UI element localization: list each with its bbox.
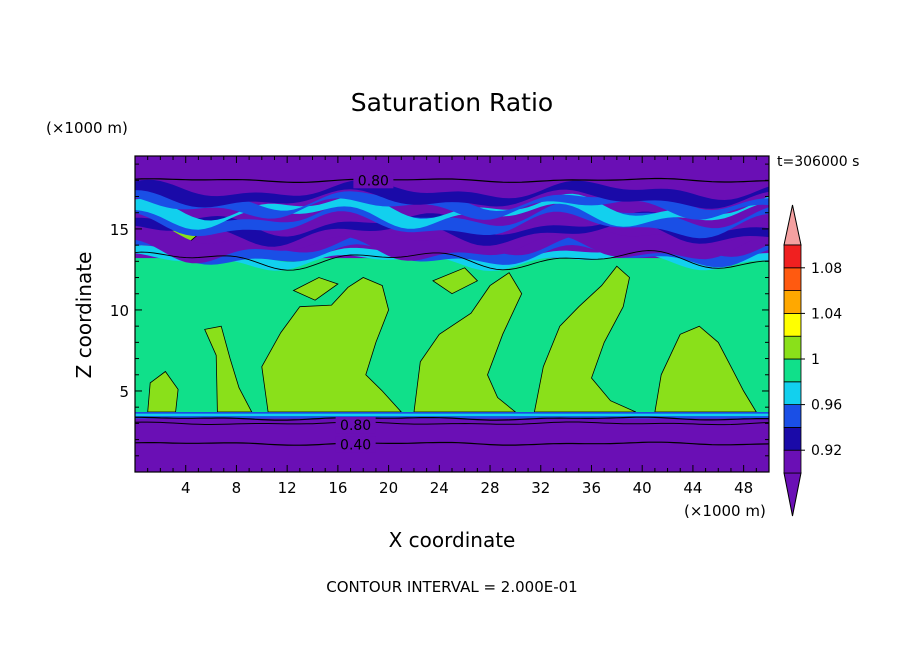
x-tick-label-36: 36 bbox=[582, 479, 601, 497]
field-layer: 0.80 0.80 0.40 bbox=[135, 156, 769, 472]
x-tick-label-48: 48 bbox=[734, 479, 753, 497]
field-low-cyan bbox=[135, 413, 769, 417]
contour-line-0-80-low bbox=[135, 416, 769, 421]
y-axis-unit: (×1000 m) bbox=[46, 119, 128, 137]
field-patch-1-00-4 bbox=[654, 325, 758, 413]
x-tick-label-8: 8 bbox=[232, 479, 242, 497]
contour-line-0-40 bbox=[135, 441, 769, 446]
colorbar-segment-4 bbox=[783, 358, 802, 383]
x-tick-label-4: 4 bbox=[181, 479, 191, 497]
field-band-darkblue-top bbox=[135, 179, 769, 209]
contour-interval-note: CONTOUR INTERVAL = 2.000E-01 bbox=[326, 578, 578, 596]
field-patch-1-00-5 bbox=[147, 370, 179, 413]
contour-line-0-80-top bbox=[135, 177, 769, 183]
field-band-cyan-high bbox=[135, 193, 769, 230]
x-tick-label-32: 32 bbox=[531, 479, 550, 497]
colorbar-label-1.04: 1.04 bbox=[811, 306, 842, 322]
contour-label-2: 0.40 bbox=[340, 437, 371, 453]
colorbar-segment-6 bbox=[783, 312, 802, 337]
contour-label-1: 0.80 bbox=[340, 418, 371, 434]
colorbar-segment-7 bbox=[783, 290, 802, 314]
colorbar-segment-8 bbox=[783, 267, 802, 291]
field-patch-1-00-7 bbox=[432, 267, 479, 295]
colorbar-segment-1 bbox=[783, 426, 802, 451]
time-label: t=306000 s bbox=[777, 154, 860, 170]
x-tick-label-40: 40 bbox=[633, 479, 652, 497]
colorbar-segment-5 bbox=[783, 335, 802, 360]
x-tick-label-44: 44 bbox=[683, 479, 702, 497]
colorbar-label-0.92: 0.92 bbox=[811, 443, 842, 459]
colorbar-label-0.96: 0.96 bbox=[811, 398, 842, 414]
contour-label-bg-1 bbox=[335, 417, 376, 434]
colorbar-low-extension bbox=[783, 472, 802, 517]
y-tick-label-5: 5 bbox=[119, 383, 129, 401]
x-tick-label-24: 24 bbox=[430, 479, 449, 497]
contour-line-mid-top bbox=[135, 250, 769, 271]
contour-label-bg-0 bbox=[353, 172, 394, 189]
field-band-purple-mid bbox=[135, 217, 769, 264]
x-tick-label-12: 12 bbox=[278, 479, 297, 497]
colorbar-segment-0 bbox=[783, 449, 802, 474]
colorbar-segment-2 bbox=[783, 404, 802, 428]
x-axis-unit: (×1000 m) bbox=[684, 502, 766, 520]
field-patch-1-00-3 bbox=[533, 265, 637, 413]
field-patch-1-00-2 bbox=[413, 272, 523, 413]
field-patch-1-00-0 bbox=[204, 325, 253, 413]
field-patch-1-00-1 bbox=[261, 277, 403, 413]
chart-title: Saturation Ratio bbox=[350, 88, 554, 117]
colorbar-label-1: 1 bbox=[811, 352, 820, 368]
colorbar-segment-9 bbox=[783, 244, 802, 269]
colorbar-segment-3 bbox=[783, 381, 802, 405]
contour-label-bg-2 bbox=[335, 436, 376, 453]
contour-label-0: 0.80 bbox=[358, 173, 389, 189]
x-axis-label: X coordinate bbox=[388, 528, 516, 552]
y-tick-label-10: 10 bbox=[110, 302, 129, 320]
contour-line-0-80-low-2 bbox=[135, 421, 769, 426]
y-tick-label-15: 15 bbox=[110, 221, 129, 239]
field-band-blue-high bbox=[135, 200, 769, 239]
x-tick-label-20: 20 bbox=[379, 479, 398, 497]
x-tick-label-28: 28 bbox=[480, 479, 499, 497]
colorbar-label-1.08: 1.08 bbox=[811, 261, 842, 277]
x-tick-label-16: 16 bbox=[328, 479, 347, 497]
field-patch-1-00-6 bbox=[292, 277, 339, 301]
colorbar-high-extension bbox=[783, 204, 802, 246]
